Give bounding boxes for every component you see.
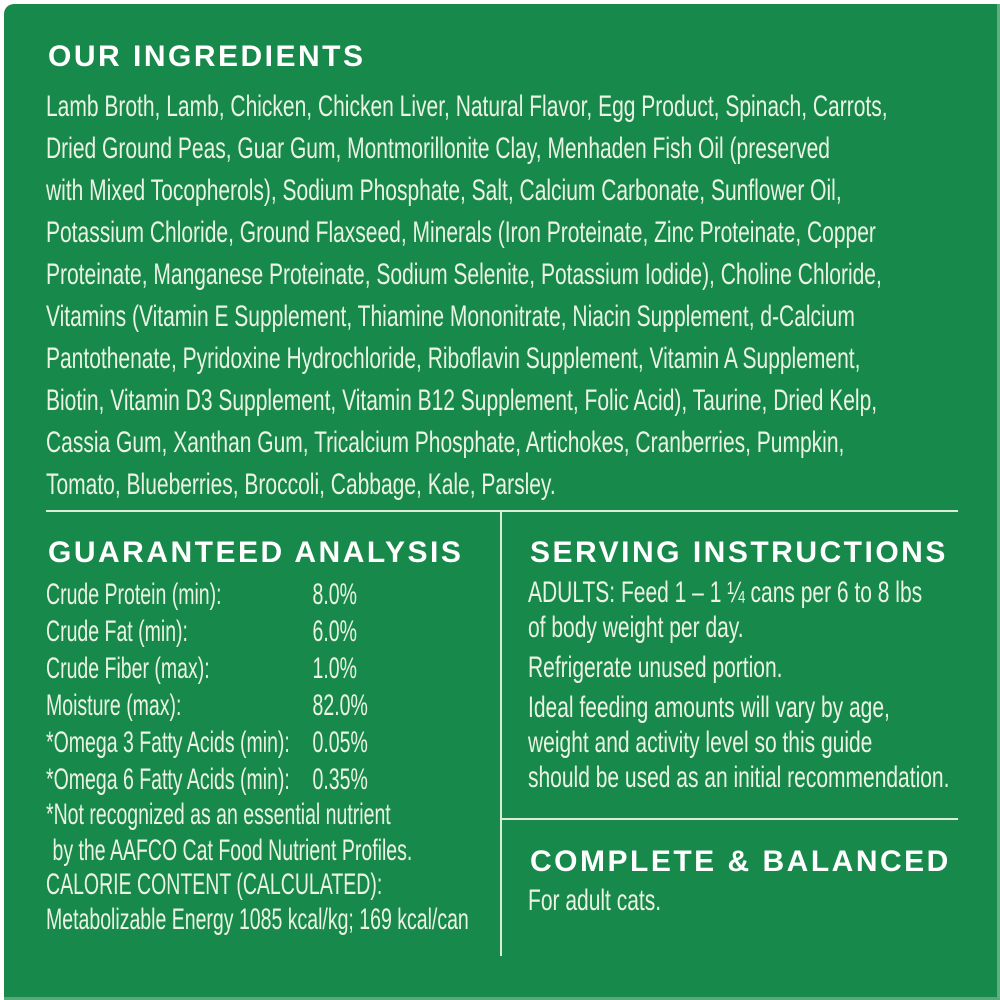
serving-instructions-text: ADULTS: Feed 1 – 1 ¼ cans per 6 to 8 lbs…	[528, 575, 1000, 800]
analysis-row-value: 0.35%	[312, 763, 368, 796]
label-panel: OUR INGREDIENTS Lamb Broth, Lamb, Chicke…	[4, 4, 1000, 1000]
serving-line: of body weight per day.	[528, 611, 744, 644]
ingredients-line: Lamb Broth, Lamb, Chicken, Chicken Liver…	[46, 90, 888, 123]
serving-paragraph: Ideal feeding amounts will vary by age, …	[528, 690, 1000, 795]
ingredients-heading: OUR INGREDIENTS	[48, 40, 366, 73]
analysis-row-value: 0.05%	[312, 726, 368, 759]
serving-line: should be used as an initial recommendat…	[528, 761, 950, 794]
guaranteed-analysis-table: Crude Protein (min): 8.0% Crude Fat (min)…	[46, 578, 501, 800]
divider-horizontal-top	[46, 510, 958, 512]
analysis-row: Crude Protein (min): 8.0%	[46, 578, 501, 615]
serving-line: Refrigerate unused portion.	[528, 651, 783, 684]
ingredients-line: Dried Ground Peas, Guar Gum, Montmorillo…	[46, 132, 830, 165]
calorie-content-text: Metabolizable Energy 1085 kcal/kg; 169 k…	[46, 903, 469, 936]
analysis-footnote: *Not recognized as an essential nutrient…	[46, 797, 501, 869]
ingredients-line: Potassium Chloride, Ground Flaxseed, Min…	[46, 216, 876, 249]
analysis-row-value: 1.0%	[312, 652, 357, 685]
ingredients-line: Tomato, Blueberries, Broccoli, Cabbage, …	[46, 468, 556, 501]
complete-balanced-text: For adult cats.	[528, 884, 662, 917]
analysis-row-label: *Omega 3 Fatty Acids (min):	[46, 726, 290, 759]
ingredients-line: Biotin, Vitamin D3 Supplement, Vitamin B…	[46, 384, 878, 417]
serving-paragraph: Refrigerate unused portion.	[528, 650, 1000, 685]
ingredients-line: with Mixed Tocopherols), Sodium Phosphat…	[46, 174, 842, 207]
ingredients-paragraph: Lamb Broth, Lamb, Chicken, Chicken Liver…	[46, 86, 977, 506]
serving-instructions-heading: SERVING INSTRUCTIONS	[530, 536, 948, 569]
ingredients-line: Proteinate, Manganese Proteinate, Sodium…	[46, 258, 882, 291]
analysis-row-value: 8.0%	[312, 578, 357, 611]
analysis-row-label: Crude Fat (min):	[46, 615, 188, 648]
serving-line: weight and activity level so this guide	[528, 726, 873, 759]
guaranteed-analysis-heading: GUARANTEED ANALYSIS	[48, 536, 464, 569]
ingredients-line: Vitamins (Vitamin E Supplement, Thiamine…	[46, 300, 855, 333]
analysis-footnote-line: *Not recognized as an essential nutrient	[46, 798, 391, 831]
calorie-content-heading: CALORIE CONTENT (CALCULATED):	[46, 868, 383, 901]
analysis-row-label: *Omega 6 Fatty Acids (min):	[46, 763, 290, 796]
divider-vertical	[500, 510, 502, 956]
serving-paragraph: ADULTS: Feed 1 – 1 ¼ cans per 6 to 8 lbs…	[528, 575, 1000, 645]
serving-line: Ideal feeding amounts will vary by age,	[528, 691, 890, 724]
serving-line: ADULTS: Feed 1 – 1 ¼ cans per 6 to 8 lbs	[528, 576, 923, 609]
divider-horizontal-right	[500, 818, 958, 820]
ingredients-line: Cassia Gum, Xanthan Gum, Tricalcium Phos…	[46, 426, 845, 459]
analysis-row-value: 82.0%	[312, 689, 368, 722]
analysis-row-value: 6.0%	[312, 615, 357, 648]
analysis-row-label: Crude Fiber (max):	[46, 652, 210, 685]
analysis-row: Moisture (max): 82.0%	[46, 689, 501, 726]
analysis-footnote-line: by the AAFCO Cat Food Nutrient Profiles.	[52, 834, 413, 867]
analysis-row: Crude Fiber (max): 1.0%	[46, 652, 501, 689]
ingredients-line: Pantothenate, Pyridoxine Hydrochloride, …	[46, 342, 861, 375]
analysis-row-label: Crude Protein (min):	[46, 578, 222, 611]
analysis-row: *Omega 3 Fatty Acids (min): 0.05%	[46, 726, 501, 763]
analysis-row: *Omega 6 Fatty Acids (min): 0.35%	[46, 763, 501, 800]
complete-balanced-heading: COMPLETE & BALANCED	[530, 845, 951, 878]
analysis-row: Crude Fat (min): 6.0%	[46, 615, 501, 652]
analysis-row-label: Moisture (max):	[46, 689, 182, 722]
